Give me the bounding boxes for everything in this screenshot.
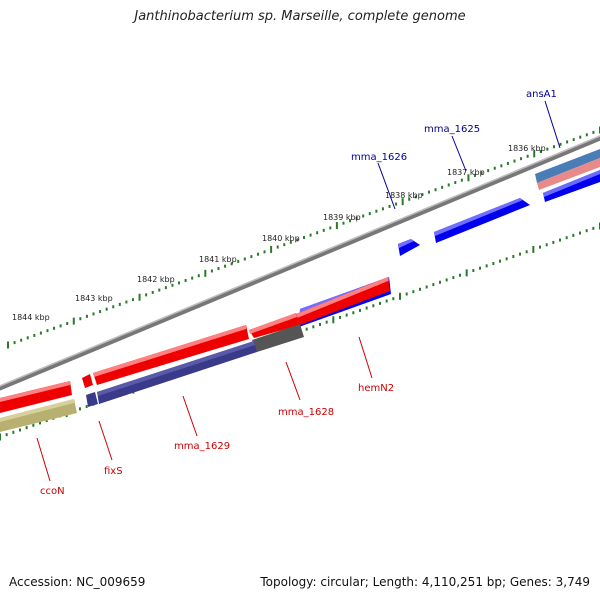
gene-mma_1626-feature[interactable] (398, 239, 420, 256)
reverse-genes (0, 277, 391, 432)
genome-summary-text: Topology: circular; Length: 4,110,251 bp… (260, 575, 590, 589)
scale-labels: 1836 kbp 1837 kbp 1838 kbp 1839 kbp 1840… (12, 144, 546, 322)
scale-label: 1838 kbp (385, 191, 423, 200)
gene-mma_1625-feature[interactable] (434, 198, 530, 243)
gene-mma_1628-feature[interactable] (249, 277, 390, 352)
backbone (0, 135, 600, 391)
outer-scale-line (7, 126, 600, 349)
gene-label-hemN2[interactable]: hemN2 (358, 383, 394, 394)
gene-label-mma_1626[interactable]: mma_1626 (351, 152, 407, 163)
scale-label: 1836 kbp (508, 144, 546, 153)
scale-label: 1839 kbp (323, 213, 361, 222)
gene-label-ansA1[interactable]: ansA1 (526, 89, 557, 100)
gene-label-ccoN[interactable]: ccoN (40, 486, 65, 497)
scale-label: 1837 kbp (447, 168, 485, 177)
gene-label-mma_1629[interactable]: mma_1629 (174, 441, 230, 452)
forward-genes (398, 149, 600, 256)
gene-fixS-feature[interactable] (82, 374, 98, 407)
page-title: Janthinobacterium sp. Marseille, complet… (134, 9, 466, 24)
gene-mma_1629-feature[interactable] (93, 325, 257, 404)
scale-label: 1843 kbp (75, 294, 113, 303)
gene-ansA1-feature[interactable] (535, 149, 600, 202)
scale-label: 1844 kbp (12, 313, 50, 322)
gene-label-mma_1628[interactable]: mma_1628 (278, 407, 334, 418)
gene-label-mma_1625[interactable]: mma_1625 (424, 124, 480, 135)
accession-text: Accession: NC_009659 (9, 575, 146, 589)
scale-label: 1841 kbp (199, 255, 237, 264)
gene-labels: ansA1 mma_1625 mma_1626 hemN2 mma_1628 m… (36, 89, 561, 497)
gene-label-fixS[interactable]: fixS (104, 466, 123, 477)
scale-label: 1842 kbp (137, 275, 175, 284)
scale-label: 1840 kbp (262, 234, 300, 243)
gene-ccoN-feature[interactable] (0, 381, 77, 432)
